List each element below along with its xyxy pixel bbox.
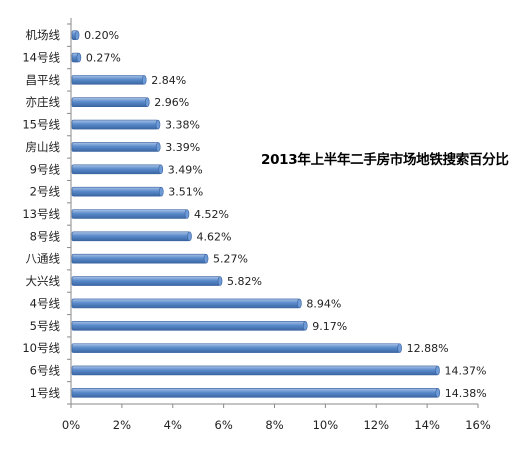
- data-label: 4.52%: [194, 208, 229, 221]
- bar-end-cap: [435, 365, 440, 376]
- bar: [71, 97, 148, 108]
- data-label: 3.38%: [165, 119, 200, 132]
- bar-end-cap: [141, 75, 147, 85]
- data-label: 14.38%: [445, 387, 487, 400]
- bar: [71, 298, 300, 309]
- bar-end-cap: [155, 142, 161, 152]
- category-label: 10号线: [22, 341, 60, 355]
- category-label: 8号线: [30, 229, 61, 243]
- bar: [71, 365, 438, 376]
- data-label: 0.20%: [84, 29, 119, 42]
- bar: [71, 75, 145, 85]
- data-label: 12.88%: [407, 342, 449, 355]
- bar-end-cap: [76, 52, 82, 63]
- axes: 0% 2% 4% 6% 8% 10% 12% 14% 16%: [62, 18, 491, 432]
- category-label: 昌平线: [26, 73, 61, 87]
- x-tick-label: 6%: [215, 418, 233, 432]
- data-label: 3.49%: [168, 163, 203, 176]
- bar-end-cap: [297, 298, 302, 309]
- x-tick-label: 8%: [265, 418, 283, 432]
- category-label: 房山线: [26, 140, 61, 154]
- data-label: 14.37%: [445, 364, 487, 377]
- bar-end-cap: [184, 209, 190, 219]
- category-label: 八通线: [26, 252, 61, 266]
- bar-end-cap: [397, 343, 402, 353]
- data-label: 5.27%: [213, 253, 248, 266]
- category-label: 大兴线: [26, 274, 61, 288]
- bar-end-cap: [302, 320, 308, 331]
- bar: [71, 231, 190, 242]
- x-tick-label: 2%: [113, 418, 131, 432]
- category-label: 9号线: [30, 162, 61, 176]
- data-label: 5.82%: [227, 275, 262, 288]
- chart-title: 2013年上半年二手房市场地铁搜索百分比: [261, 152, 509, 168]
- x-tick-label: 14%: [414, 418, 440, 432]
- category-label: 1号线: [30, 386, 61, 400]
- bar-end-cap: [74, 30, 80, 40]
- bar: [71, 209, 188, 219]
- bar-end-cap: [158, 186, 164, 197]
- data-label: 0.27%: [86, 52, 121, 65]
- category-label: 2号线: [30, 185, 61, 199]
- bar: [71, 388, 439, 398]
- category-label: 15号线: [22, 118, 60, 132]
- category-label: 亦庄线: [26, 95, 61, 109]
- bar: [71, 186, 162, 197]
- x-tick-label: 10%: [313, 418, 339, 432]
- bar: [71, 253, 207, 264]
- data-label: 3.51%: [168, 186, 203, 199]
- bar-end-cap: [155, 119, 161, 130]
- bar: [71, 119, 159, 130]
- x-tick-label: 0%: [62, 418, 80, 432]
- bars: [71, 30, 441, 398]
- data-label: 2.84%: [151, 74, 186, 87]
- bar: [71, 142, 159, 152]
- bar-end-cap: [435, 388, 441, 398]
- x-tick-label: 16%: [465, 418, 491, 432]
- bar: [71, 320, 306, 331]
- category-label: 5号线: [30, 319, 61, 333]
- category-label: 14号线: [22, 51, 60, 65]
- x-tick-label: 4%: [164, 418, 182, 432]
- bar: [71, 276, 221, 286]
- labels: 1号线 14.38% 6号线 14.37% 10号线 12.88% 5号线 9.17% 4号线 8…: [22, 28, 486, 400]
- data-label: 9.17%: [312, 320, 347, 333]
- bar-end-cap: [158, 164, 164, 175]
- bar-end-cap: [187, 231, 192, 242]
- data-label: 8.94%: [306, 297, 341, 310]
- category-label: 13号线: [22, 207, 60, 221]
- x-tick-label: 12%: [363, 418, 389, 432]
- bar: [71, 343, 400, 353]
- bar-end-cap: [217, 276, 223, 286]
- category-label: 6号线: [30, 363, 61, 377]
- category-label: 4号线: [30, 296, 61, 310]
- bar-end-cap: [203, 253, 209, 264]
- data-label: 2.96%: [154, 96, 189, 109]
- bar: [71, 164, 162, 175]
- data-label: 4.62%: [197, 230, 232, 243]
- data-label: 3.39%: [165, 141, 200, 154]
- bar-end-cap: [144, 97, 150, 108]
- category-label: 机场线: [26, 28, 61, 42]
